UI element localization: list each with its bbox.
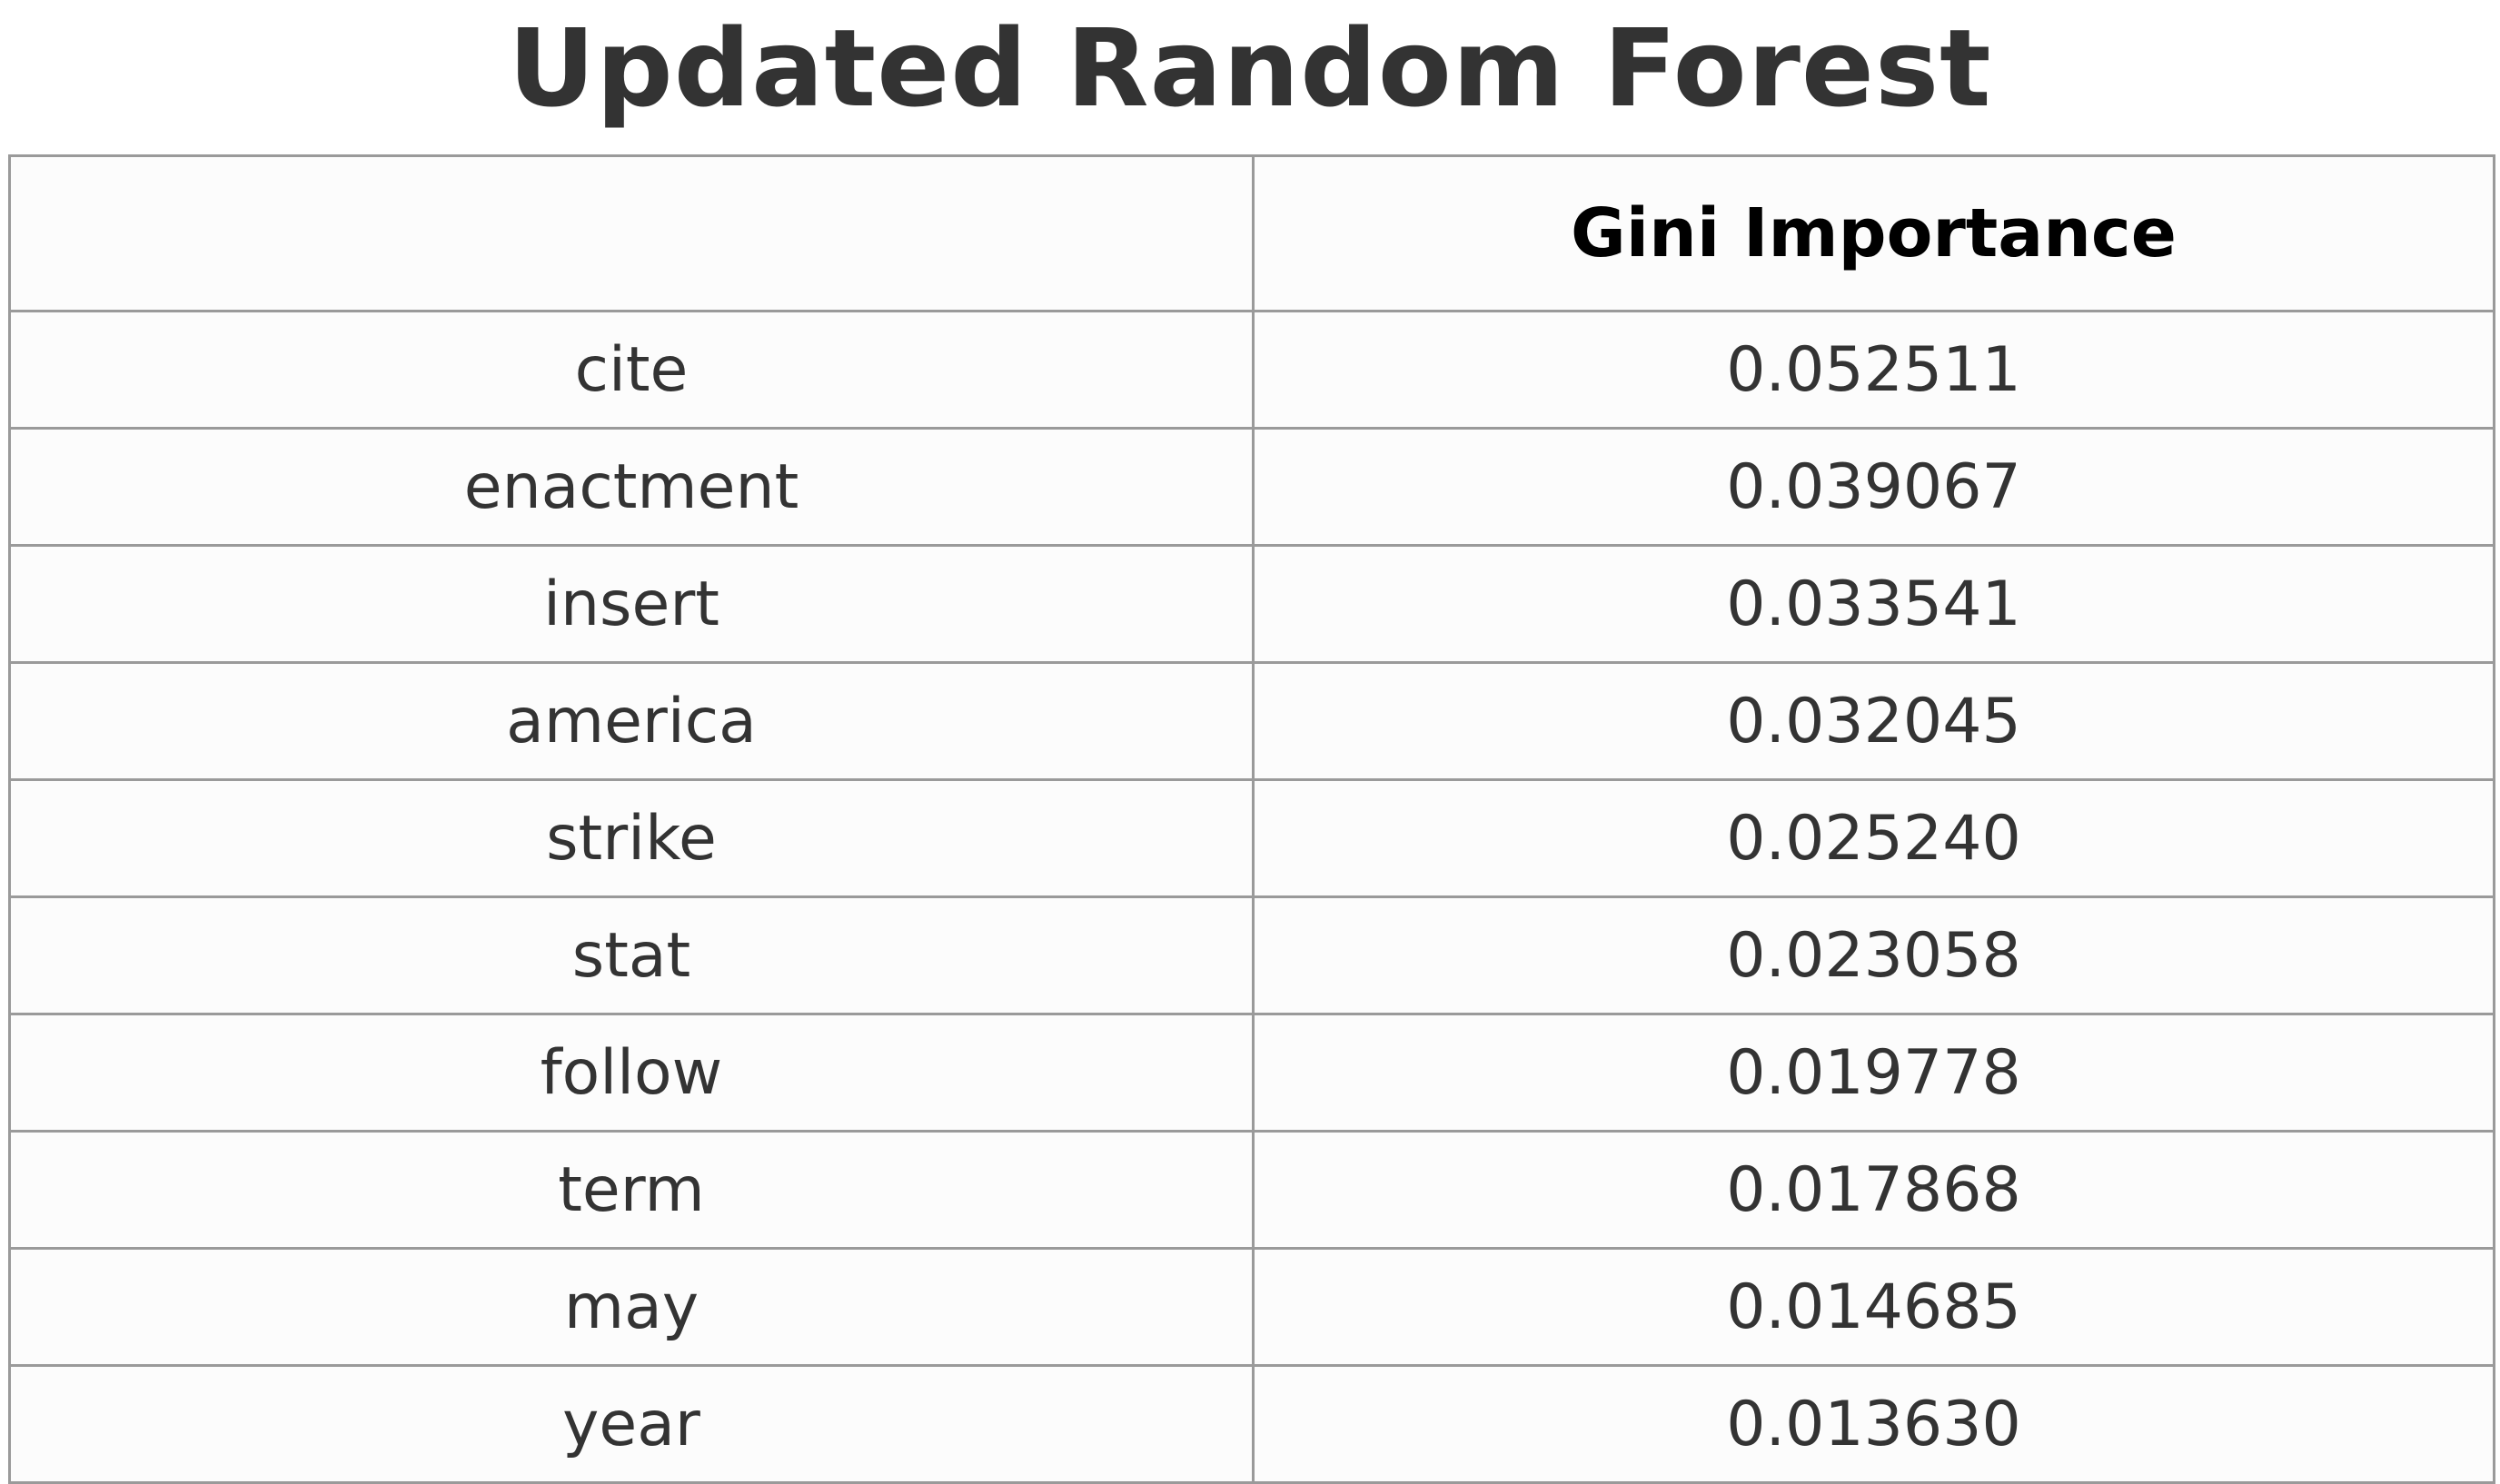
term-cell: year — [8, 1364, 1255, 1484]
importance-value-cell: 0.013630 — [1252, 1364, 2495, 1484]
table-row: year 0.013630 — [8, 1364, 2495, 1484]
term-cell: may — [8, 1247, 1255, 1367]
importance-value-cell: 0.025240 — [1252, 778, 2495, 898]
table-row: follow 0.019778 — [8, 1013, 2495, 1133]
table-row: term 0.017868 — [8, 1130, 2495, 1250]
importance-value-cell: 0.023058 — [1252, 895, 2495, 1015]
table-row: america 0.032045 — [8, 661, 2495, 781]
importance-table: Gini Importance cite 0.052511 enactment … — [8, 154, 2495, 1484]
index-column-header — [8, 154, 1255, 312]
table-row: enactment 0.039067 — [8, 427, 2495, 547]
term-cell: stat — [8, 895, 1255, 1015]
gini-importance-header: Gini Importance — [1252, 154, 2495, 312]
term-cell: america — [8, 661, 1255, 781]
importance-value-cell: 0.033541 — [1252, 544, 2495, 664]
header-row: Gini Importance — [8, 154, 2495, 312]
chart-title: Updated Random Forest — [508, 5, 1992, 131]
table-row: stat 0.023058 — [8, 895, 2495, 1015]
importance-value-cell: 0.019778 — [1252, 1013, 2495, 1133]
importance-value-cell: 0.039067 — [1252, 427, 2495, 547]
term-cell: follow — [8, 1013, 1255, 1133]
term-cell: term — [8, 1130, 1255, 1250]
table-row: strike 0.025240 — [8, 778, 2495, 898]
importance-value-cell: 0.032045 — [1252, 661, 2495, 781]
term-cell: strike — [8, 778, 1255, 898]
term-cell: enactment — [8, 427, 1255, 547]
importance-value-cell: 0.014685 — [1252, 1247, 2495, 1367]
importance-value-cell: 0.052511 — [1252, 310, 2495, 430]
term-cell: insert — [8, 544, 1255, 664]
importance-value-cell: 0.017868 — [1252, 1130, 2495, 1250]
table-row: may 0.014685 — [8, 1247, 2495, 1367]
table-row: insert 0.033541 — [8, 544, 2495, 664]
term-cell: cite — [8, 310, 1255, 430]
table-row: cite 0.052511 — [8, 310, 2495, 430]
